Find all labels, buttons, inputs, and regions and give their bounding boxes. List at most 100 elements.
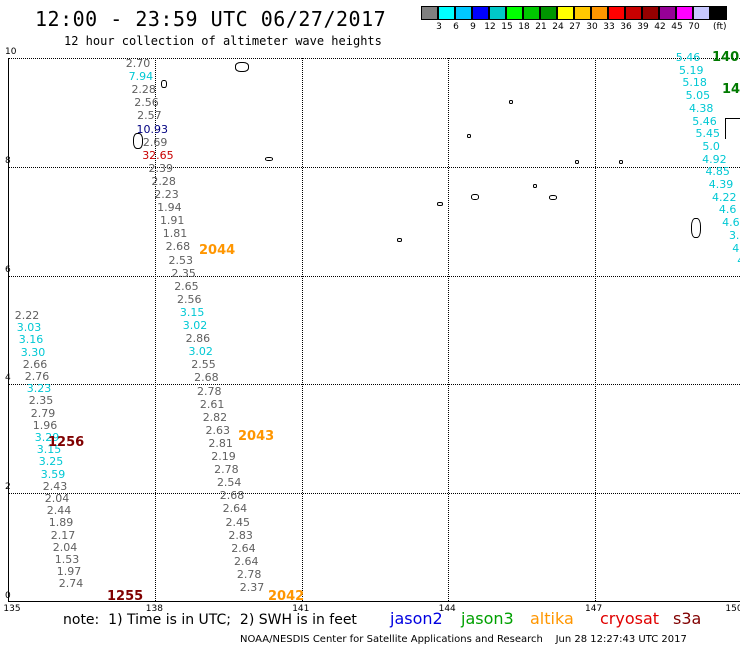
wave-height-value: 2.69 <box>142 135 168 149</box>
wave-height-value: 2.37 <box>239 581 265 594</box>
legend-label: 45 <box>671 22 683 32</box>
wave-height-value: 3.15 <box>179 305 205 319</box>
wave-height-value: 4.38 <box>688 101 714 115</box>
legend-label: 33 <box>603 22 615 32</box>
wave-height-value: 5.46 <box>692 114 717 128</box>
wave-height-value: 2.28 <box>151 174 176 188</box>
wave-height-value: 32.65 <box>142 148 174 162</box>
wave-height-value: 4.39 <box>708 178 734 191</box>
legend-swatch <box>489 6 506 20</box>
wave-height-value: 2.78 <box>236 567 262 581</box>
wave-height-value: 2.55 <box>191 358 216 372</box>
pass-time-label: 1256 <box>48 435 85 450</box>
legend-swatch <box>506 6 523 20</box>
lon-tick-label: 141 <box>292 604 310 614</box>
grid-line-lon <box>302 58 303 601</box>
legend-swatch <box>693 6 710 20</box>
wave-height-value: 2.63 <box>205 423 231 437</box>
legend-label: 30 <box>586 22 598 32</box>
wave-height-value: 5.45 <box>695 127 721 141</box>
wave-height-value: 2.78 <box>197 384 222 398</box>
wave-height-value: 2.28 <box>131 83 156 97</box>
legend-label: 12 <box>484 22 496 32</box>
wave-height-value: 3.02 <box>188 345 213 359</box>
wave-height-value: 4.22 <box>712 190 737 204</box>
wave-height-value: 2.82 <box>202 410 228 424</box>
island-outline <box>467 134 471 138</box>
wave-height-value: 2.53 <box>168 253 194 267</box>
wave-height-value: 10.93 <box>136 122 169 136</box>
wave-height-value: 1.96 <box>32 418 58 432</box>
wave-height-value: 2.79 <box>30 406 56 420</box>
wave-height-value: 2.44 <box>46 504 72 518</box>
pass-time-label: 14 <box>722 82 740 97</box>
wave-height-value: 2.64 <box>231 541 256 555</box>
wave-height-value: 1.91 <box>159 214 185 228</box>
wave-height-value: 3.23 <box>26 382 52 396</box>
wave-height-value: 2.70 <box>125 57 151 70</box>
island-outline <box>397 238 402 242</box>
wave-height-value: 2.64 <box>234 554 259 568</box>
wave-height-value: 2.68 <box>194 371 219 385</box>
legend-label: 36 <box>620 22 632 32</box>
wave-height-value: 3.29 <box>34 431 60 444</box>
island-outline <box>133 133 143 149</box>
island-outline <box>471 194 479 200</box>
legend-swatch <box>710 6 727 20</box>
wave-height-value: 2.64 <box>222 502 248 516</box>
pass-time-label: 2042 <box>268 589 305 604</box>
pass-time-label: 1405 <box>712 50 740 65</box>
legend-label: 39 <box>637 22 649 32</box>
wave-height-value: 3.59 <box>40 467 66 481</box>
grid-line-lat <box>9 167 740 168</box>
wave-height-value: 2.65 <box>174 279 199 293</box>
island-outline <box>265 157 273 161</box>
satellite-legend-s3a: s3a <box>673 609 702 628</box>
grid-line-lon <box>595 58 596 601</box>
wave-height-value: 3. <box>728 228 740 242</box>
wave-height-value: 3.02 <box>182 319 208 332</box>
legend-label: 70 <box>688 22 700 32</box>
wave-height-value: 2.83 <box>228 528 253 542</box>
grid-line-lat <box>9 384 740 385</box>
legend-label: 9 <box>470 22 476 32</box>
wave-height-value: 5.05 <box>685 89 711 103</box>
map-panel <box>8 58 740 602</box>
wave-height-value: 1.53 <box>54 553 80 566</box>
wave-height-value: 2.74 <box>58 577 84 591</box>
wave-height-value: 5.19 <box>679 63 704 77</box>
satellite-legend-jason2: jason2 <box>390 609 443 628</box>
lat-tick-label: 4 <box>5 373 11 384</box>
legend-swatch <box>472 6 489 20</box>
legend-label: 3 <box>436 22 442 32</box>
wave-height-value: 2.81 <box>208 436 233 450</box>
legend-label: 18 <box>518 22 530 32</box>
wave-height-value: 2.78 <box>214 463 239 477</box>
pass-time-label: 2043 <box>238 429 275 444</box>
wave-height-value: 2.04 <box>44 492 70 505</box>
wave-height-value: 2.76 <box>24 370 50 383</box>
wave-height-value: 2.39 <box>148 161 174 175</box>
legend-swatch <box>608 6 625 20</box>
wave-height-value: 2.54 <box>216 476 242 490</box>
wave-height-value: 3.16 <box>18 333 44 347</box>
lon-tick-label: 147 <box>585 604 603 614</box>
legend-swatch <box>574 6 591 20</box>
wave-height-value: 2.66 <box>22 357 48 371</box>
wave-height-value: 2.19 <box>211 450 236 463</box>
legend-label: 6 <box>453 22 459 32</box>
wave-height-value: 4. <box>732 241 740 255</box>
wave-height-value: 2.22 <box>14 309 40 322</box>
legend-swatch <box>659 6 676 20</box>
lat-tick-label: 0 <box>5 591 11 601</box>
island-outline <box>575 160 579 164</box>
wave-height-value: 2.43 <box>42 479 68 493</box>
satellite-legend-altika: altika <box>530 609 574 628</box>
lon-tick-label: 150 <box>725 604 740 614</box>
wave-height-value: 4.92 <box>702 152 727 166</box>
wave-height-value: 2.45 <box>225 515 251 529</box>
pass-time-label: 1255 <box>107 589 144 604</box>
wave-height-value: 4.85 <box>705 165 730 179</box>
lat-tick-label: 10 <box>5 47 17 57</box>
lon-tick-label: 138 <box>145 604 163 614</box>
